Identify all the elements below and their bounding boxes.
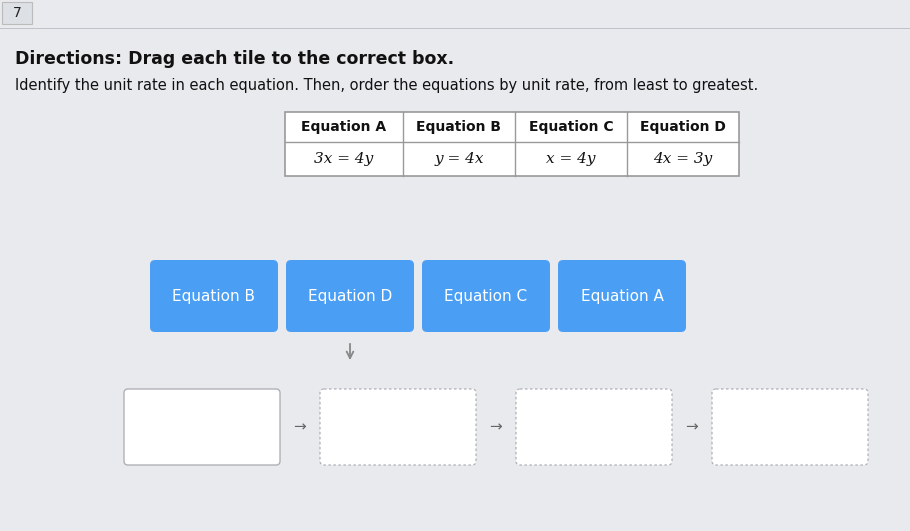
FancyBboxPatch shape [286, 260, 414, 332]
FancyBboxPatch shape [285, 112, 739, 176]
FancyBboxPatch shape [422, 260, 550, 332]
FancyBboxPatch shape [2, 2, 32, 24]
FancyBboxPatch shape [320, 389, 476, 465]
Text: 4x = 3y: 4x = 3y [653, 152, 713, 166]
FancyBboxPatch shape [150, 260, 278, 332]
Text: Equation D: Equation D [308, 288, 392, 304]
FancyBboxPatch shape [124, 389, 280, 465]
Text: →: → [490, 419, 502, 434]
Text: Equation D: Equation D [640, 120, 726, 134]
Text: y = 4x: y = 4x [434, 152, 484, 166]
Text: Equation B: Equation B [173, 288, 256, 304]
Text: Equation A: Equation A [301, 120, 387, 134]
Text: Directions: Drag each tile to the correct box.: Directions: Drag each tile to the correc… [15, 50, 454, 68]
Text: →: → [294, 419, 307, 434]
FancyBboxPatch shape [558, 260, 686, 332]
Text: →: → [685, 419, 698, 434]
Text: Equation C: Equation C [529, 120, 613, 134]
Text: 3x = 4y: 3x = 4y [314, 152, 374, 166]
Text: 7: 7 [13, 6, 21, 20]
Text: Equation A: Equation A [581, 288, 663, 304]
Text: x = 4y: x = 4y [546, 152, 596, 166]
Text: Identify the unit rate in each equation. Then, order the equations by unit rate,: Identify the unit rate in each equation.… [15, 78, 758, 93]
FancyBboxPatch shape [712, 389, 868, 465]
Text: Equation B: Equation B [417, 120, 501, 134]
Text: Equation C: Equation C [444, 288, 528, 304]
FancyBboxPatch shape [516, 389, 672, 465]
